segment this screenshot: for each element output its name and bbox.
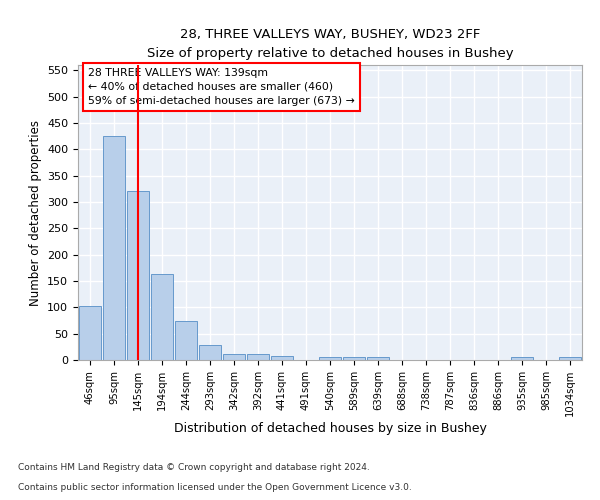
Text: 28 THREE VALLEYS WAY: 139sqm
← 40% of detached houses are smaller (460)
59% of s: 28 THREE VALLEYS WAY: 139sqm ← 40% of de… bbox=[88, 68, 355, 106]
Y-axis label: Number of detached properties: Number of detached properties bbox=[29, 120, 41, 306]
X-axis label: Distribution of detached houses by size in Bushey: Distribution of detached houses by size … bbox=[173, 422, 487, 434]
Bar bbox=[223, 354, 245, 360]
Bar bbox=[367, 358, 389, 360]
Bar bbox=[271, 356, 293, 360]
Bar bbox=[151, 274, 173, 360]
Text: Contains public sector information licensed under the Open Government Licence v3: Contains public sector information licen… bbox=[18, 484, 412, 492]
Bar bbox=[319, 358, 341, 360]
Bar bbox=[175, 321, 197, 360]
Bar bbox=[247, 354, 269, 360]
Bar bbox=[559, 358, 581, 360]
Bar bbox=[127, 192, 149, 360]
Bar bbox=[79, 306, 101, 360]
Bar bbox=[199, 345, 221, 360]
Title: 28, THREE VALLEYS WAY, BUSHEY, WD23 2FF
Size of property relative to detached ho: 28, THREE VALLEYS WAY, BUSHEY, WD23 2FF … bbox=[146, 28, 514, 60]
Bar bbox=[343, 358, 365, 360]
Text: Contains HM Land Registry data © Crown copyright and database right 2024.: Contains HM Land Registry data © Crown c… bbox=[18, 464, 370, 472]
Bar bbox=[103, 136, 125, 360]
Bar bbox=[511, 358, 533, 360]
